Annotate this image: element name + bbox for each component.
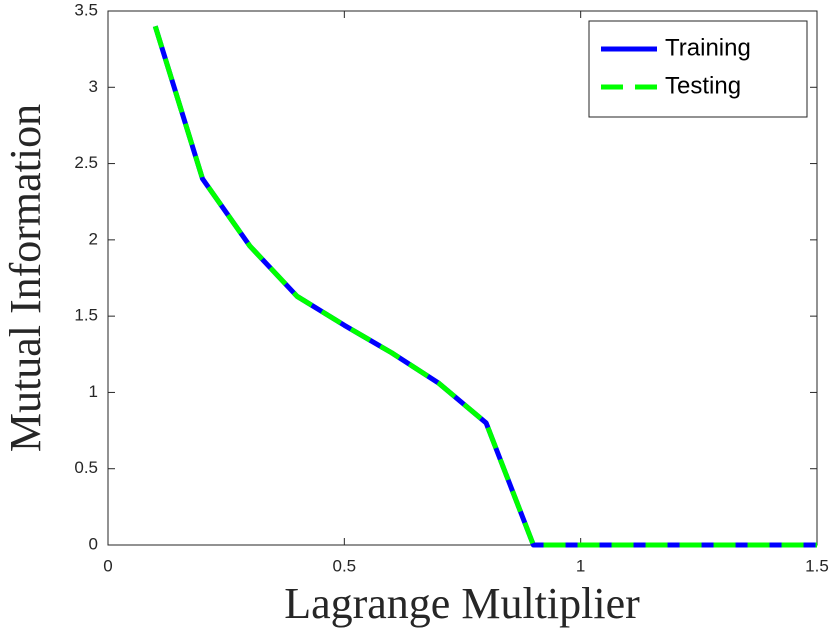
x-tick-label: 0: [103, 556, 112, 575]
y-tick-label: 2.5: [74, 153, 98, 172]
legend-label: Training: [665, 34, 751, 61]
legend-box: [588, 20, 808, 118]
y-tick-label: 3: [89, 77, 98, 96]
x-tick-label: 0.5: [333, 556, 357, 575]
x-tick-label: 1.5: [805, 556, 829, 575]
y-axis-label: Mutual Information: [1, 104, 50, 452]
y-tick-label: 1.5: [74, 306, 98, 325]
y-tick-label: 0.5: [74, 458, 98, 477]
y-tick-label: 1: [89, 382, 98, 401]
x-tick-label: 1: [576, 556, 585, 575]
y-tick-label: 0: [89, 534, 98, 553]
y-tick-label: 2: [89, 229, 98, 248]
series-line: [152, 25, 817, 548]
x-axis-label: Lagrange Multiplier: [284, 579, 640, 628]
legend-label: Testing: [665, 72, 741, 99]
y-tick-label: 3.5: [74, 0, 98, 19]
plot-frame: [107, 10, 818, 546]
